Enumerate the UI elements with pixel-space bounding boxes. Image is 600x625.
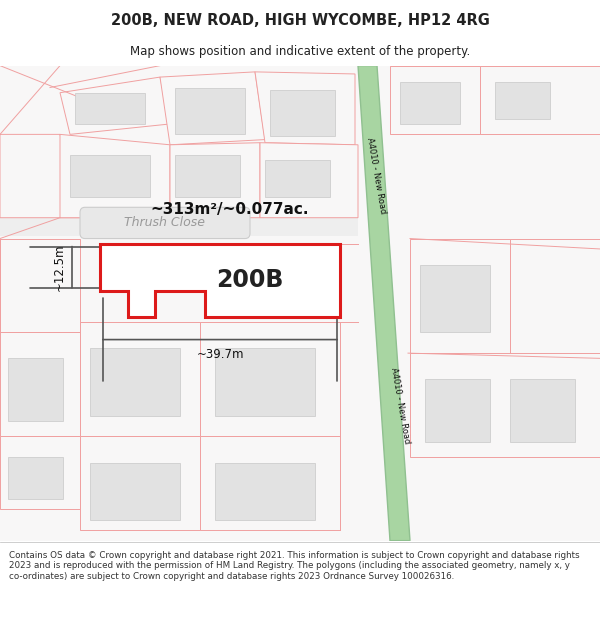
Polygon shape: [510, 239, 600, 353]
Bar: [425, 379, 490, 442]
Polygon shape: [390, 66, 480, 134]
Text: 200B: 200B: [217, 268, 284, 292]
Polygon shape: [60, 77, 170, 134]
Polygon shape: [170, 142, 260, 218]
Polygon shape: [0, 239, 80, 332]
Text: ~39.7m: ~39.7m: [196, 348, 244, 361]
Polygon shape: [0, 134, 80, 218]
Bar: [270, 89, 335, 136]
FancyBboxPatch shape: [80, 208, 250, 239]
Text: Map shows position and indicative extent of the property.: Map shows position and indicative extent…: [130, 46, 470, 58]
Polygon shape: [410, 353, 600, 458]
Bar: [420, 264, 490, 332]
Polygon shape: [80, 322, 200, 436]
Bar: [8, 358, 63, 421]
Bar: [495, 82, 550, 119]
Bar: [90, 462, 180, 520]
Bar: [400, 82, 460, 124]
Polygon shape: [60, 134, 170, 218]
Bar: [215, 348, 315, 416]
Polygon shape: [410, 239, 510, 353]
Text: Contains OS data © Crown copyright and database right 2021. This information is : Contains OS data © Crown copyright and d…: [9, 551, 580, 581]
Bar: [70, 155, 150, 197]
Bar: [0, 214, 358, 236]
Bar: [175, 155, 240, 197]
Text: 200B, NEW ROAD, HIGH WYCOMBE, HP12 4RG: 200B, NEW ROAD, HIGH WYCOMBE, HP12 4RG: [110, 13, 490, 28]
Bar: [8, 458, 63, 499]
Polygon shape: [480, 66, 600, 134]
Bar: [90, 348, 180, 416]
Bar: [75, 92, 145, 124]
Polygon shape: [255, 72, 355, 145]
Bar: [265, 161, 330, 197]
Polygon shape: [358, 66, 410, 541]
Polygon shape: [0, 436, 80, 509]
Text: Thrush Close: Thrush Close: [125, 216, 205, 229]
Text: A4010 - New Road: A4010 - New Road: [389, 366, 411, 444]
Polygon shape: [100, 244, 340, 317]
Polygon shape: [160, 72, 265, 145]
Text: A4010 - New Road: A4010 - New Road: [365, 138, 387, 215]
Bar: [175, 88, 245, 134]
Polygon shape: [0, 332, 80, 436]
Bar: [215, 462, 315, 520]
Polygon shape: [200, 436, 340, 530]
Text: ~313m²/~0.077ac.: ~313m²/~0.077ac.: [151, 202, 309, 217]
Polygon shape: [80, 436, 200, 530]
Bar: [510, 379, 575, 442]
Text: ~12.5m: ~12.5m: [53, 244, 65, 291]
Polygon shape: [200, 322, 340, 436]
Polygon shape: [260, 142, 358, 218]
